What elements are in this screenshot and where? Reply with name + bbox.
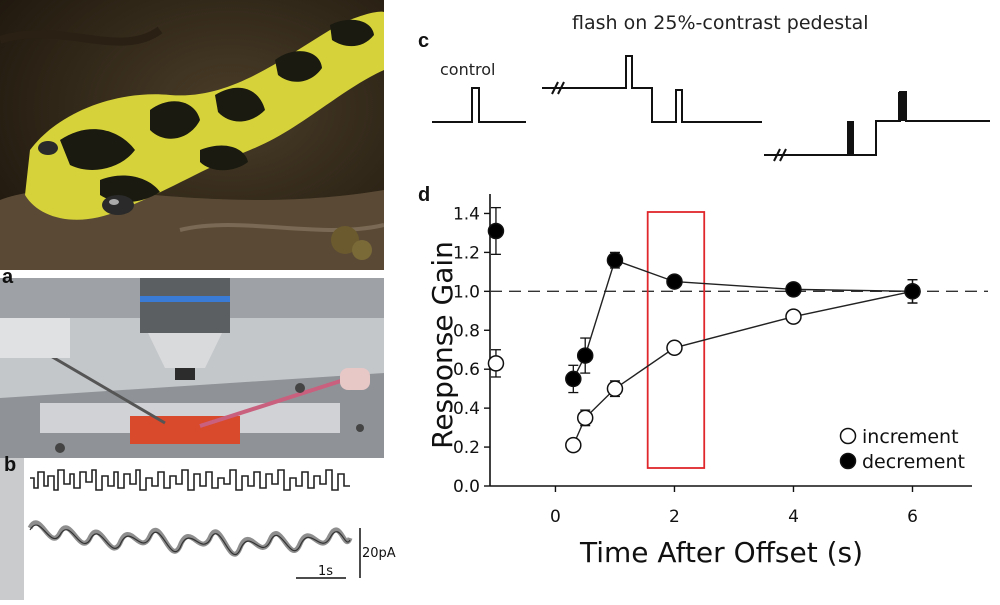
break-mark-increment-1 bbox=[551, 81, 559, 95]
panel-letter-a: a bbox=[2, 266, 14, 288]
control-label: control bbox=[440, 60, 496, 79]
break-mark-decrement-2 bbox=[779, 148, 787, 162]
panel-letter-d: d bbox=[418, 184, 431, 206]
break-mark-increment-2 bbox=[557, 81, 565, 95]
rig-illustration bbox=[0, 278, 384, 458]
y-tick-label: 0.0 bbox=[453, 477, 480, 497]
y-tick-label: 0.6 bbox=[453, 360, 480, 380]
legend-marker-increment bbox=[839, 427, 857, 445]
decrement-line bbox=[572, 259, 913, 380]
y-tick-label: 0.8 bbox=[453, 321, 480, 341]
panel-c-title: flash on 25%-contrast pedestal bbox=[572, 12, 869, 34]
decrement-flash-2 bbox=[898, 92, 906, 121]
salamander-illustration bbox=[0, 0, 384, 270]
decrement-flash-1 bbox=[847, 121, 854, 155]
increment-point bbox=[576, 409, 594, 427]
legend-marker-decrement bbox=[839, 452, 857, 470]
scale-amplitude-label: 20pA bbox=[362, 546, 396, 561]
increment-point bbox=[487, 355, 505, 372]
x-tick-label: 4 bbox=[788, 507, 799, 527]
y-tick-label: 1.4 bbox=[453, 204, 480, 224]
decrement-point bbox=[487, 222, 505, 240]
break-mark-decrement-1 bbox=[773, 148, 781, 162]
decrement-point bbox=[576, 347, 594, 364]
traces-illustration bbox=[0, 458, 384, 600]
salamander-photo bbox=[0, 0, 384, 270]
legend-label-increment: increment bbox=[862, 426, 959, 448]
panel-letter-c: c bbox=[418, 30, 430, 52]
x-tick-label: 0 bbox=[550, 507, 561, 527]
x-axis-label: Time After Offset (s) bbox=[580, 536, 864, 569]
traces-panel: 20pA 1s bbox=[0, 458, 396, 600]
decrement-point bbox=[904, 283, 921, 300]
increment-line bbox=[572, 290, 913, 446]
legend-label-decrement: decrement bbox=[862, 451, 965, 473]
scale-time-label: 1s bbox=[318, 564, 334, 579]
stimulus-diagram bbox=[432, 55, 990, 162]
x-tick-label: 6 bbox=[907, 507, 918, 527]
x-tick-label: 2 bbox=[669, 507, 680, 527]
y-axis-label: Response Gain bbox=[426, 241, 459, 449]
decrement-point bbox=[565, 370, 582, 388]
increment-point bbox=[606, 380, 624, 397]
y-tick-label: 0.4 bbox=[453, 399, 480, 419]
panel-letter-b: b bbox=[4, 454, 17, 476]
decrement-point bbox=[785, 281, 802, 298]
increment-point bbox=[565, 436, 582, 454]
decrement-point bbox=[606, 251, 624, 269]
increment-point bbox=[785, 308, 802, 325]
y-tick-label: 0.2 bbox=[453, 438, 480, 458]
y-tick-label: 1.2 bbox=[453, 243, 480, 263]
control-trace bbox=[432, 87, 526, 123]
decrement-point bbox=[666, 273, 683, 290]
y-tick-label: 1.0 bbox=[453, 282, 480, 302]
recording-rig-photo bbox=[0, 278, 384, 458]
increment-point bbox=[666, 339, 683, 357]
increment-pedestal-trace bbox=[542, 55, 762, 123]
